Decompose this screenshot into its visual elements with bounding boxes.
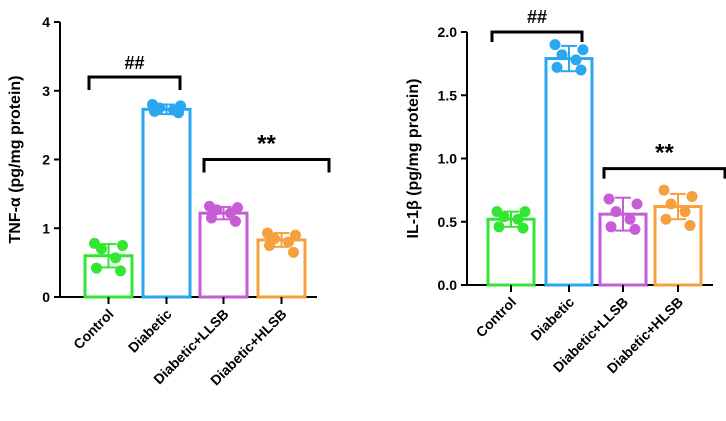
data-point bbox=[290, 229, 301, 241]
data-point bbox=[517, 222, 529, 234]
data-point bbox=[96, 243, 107, 255]
data-point bbox=[512, 213, 524, 225]
data-point bbox=[117, 239, 128, 251]
data-point bbox=[288, 246, 299, 258]
significance-label: ** bbox=[655, 140, 674, 167]
data-point bbox=[660, 213, 672, 225]
y-tick-label: 0.0 bbox=[438, 277, 458, 293]
y-tick-label: 1.5 bbox=[438, 87, 458, 103]
significance-label: ** bbox=[257, 131, 276, 158]
data-point bbox=[665, 198, 677, 210]
data-point bbox=[577, 44, 589, 56]
il-1beta-chart: 0.0 0.5 1.0 1.5 2.0 IL-1β (pg/mg protein) Cont… bbox=[405, 7, 726, 376]
y-axis-label: IL-1β (pg/mg protein) bbox=[405, 79, 422, 239]
data-point bbox=[519, 206, 531, 218]
data-point bbox=[631, 198, 643, 210]
significance-label: ## bbox=[527, 7, 547, 27]
y-tick-label: 2.0 bbox=[438, 24, 458, 40]
data-point bbox=[658, 184, 670, 196]
significance-bracket bbox=[490, 30, 584, 42]
y-axis-label: TNF-α (pg/mg protein) bbox=[7, 75, 24, 243]
data-point bbox=[575, 64, 587, 76]
data-point bbox=[149, 105, 160, 117]
significance-bracket bbox=[602, 167, 726, 179]
data-point bbox=[225, 207, 236, 219]
y-tick-label: 2 bbox=[42, 152, 50, 168]
tnf-alpha-chart: 0 1 2 3 4 TNF-α (pg/mg protein) Control Diabeti… bbox=[7, 14, 331, 388]
data-point bbox=[211, 204, 222, 216]
data-point bbox=[556, 49, 568, 61]
data-point bbox=[551, 61, 563, 73]
category-label: Diabetic bbox=[125, 306, 175, 356]
data-point bbox=[493, 221, 505, 233]
data-point bbox=[110, 252, 121, 264]
bar bbox=[198, 211, 249, 299]
data-point bbox=[605, 221, 617, 233]
y-tick-label: 0 bbox=[42, 289, 50, 305]
category-label: Diabetic bbox=[527, 294, 577, 344]
y-tick-label: 4 bbox=[42, 14, 50, 30]
data-point bbox=[173, 107, 184, 119]
category-label: Control bbox=[70, 306, 117, 353]
data-point bbox=[610, 206, 622, 218]
data-point bbox=[206, 212, 217, 224]
y-tick-label: 0.5 bbox=[438, 214, 458, 230]
data-point bbox=[230, 215, 241, 227]
data-point bbox=[624, 213, 636, 225]
data-point bbox=[603, 193, 615, 205]
data-point bbox=[686, 190, 698, 202]
data-point bbox=[684, 220, 696, 232]
significance-label: ## bbox=[124, 53, 144, 73]
data-point bbox=[679, 206, 691, 218]
data-point bbox=[283, 236, 294, 248]
data-point bbox=[549, 39, 561, 51]
data-point bbox=[498, 211, 510, 223]
y-tick-label: 1.0 bbox=[438, 151, 458, 167]
significance-bracket bbox=[87, 75, 182, 90]
data-point bbox=[629, 223, 641, 235]
bar bbox=[544, 57, 594, 287]
data-point bbox=[570, 54, 582, 66]
category-label: Control bbox=[473, 294, 520, 341]
data-point bbox=[115, 265, 126, 277]
data-point bbox=[91, 262, 102, 274]
y-tick-label: 3 bbox=[42, 83, 50, 99]
data-point bbox=[264, 239, 275, 251]
bar bbox=[141, 107, 192, 299]
y-tick-label: 1 bbox=[42, 220, 50, 236]
significance-bracket bbox=[202, 158, 331, 173]
